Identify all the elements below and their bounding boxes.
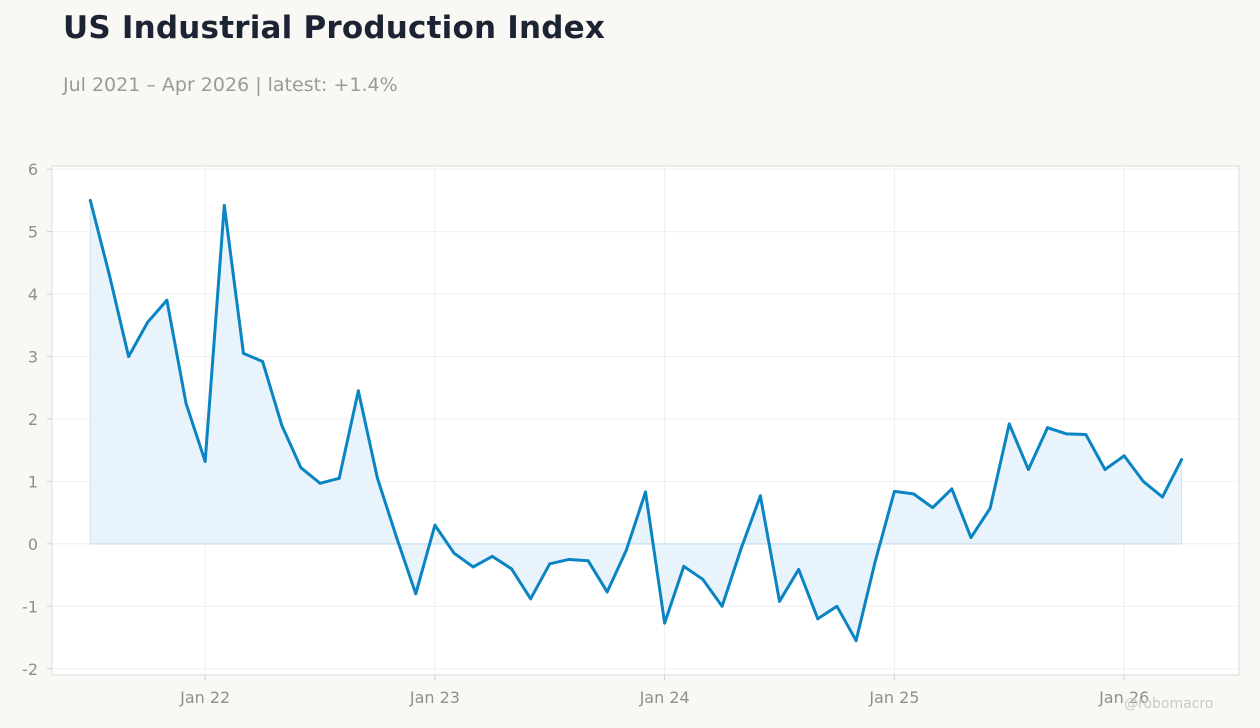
series-line [88,198,1184,643]
data-point [644,490,647,494]
data-point [222,203,226,207]
data-point [165,298,169,302]
data-point [586,559,590,563]
y-tick-label: 3 [28,347,38,366]
data-point [1007,422,1011,426]
x-tick-label: Jan 25 [868,688,919,707]
watermark: @robomacro [1124,696,1214,712]
data-point [1180,458,1183,461]
data-point [376,476,379,480]
data-point [854,639,858,643]
data-point [988,506,992,510]
data-point [1084,433,1088,436]
data-point [969,536,973,540]
chart-subtitle: Jul 2021 – Apr 2026 | latest: +1.4% [63,74,398,96]
data-point [529,597,533,601]
data-point [816,617,820,621]
data-point [567,558,571,561]
data-point [1161,495,1164,499]
data-point [318,481,322,485]
data-point [108,273,111,277]
data-point [758,494,762,498]
data-point [146,320,150,324]
data-point [414,592,418,596]
x-tick-label: Jan 26 [1098,688,1149,707]
data-point [280,423,284,427]
data-point [873,559,877,563]
data-point [931,506,935,510]
data-point [471,565,475,569]
x-axis: Jan 22 Jan 23 Jan 24 Jan 25 Jan 26 [179,675,1149,707]
data-point [663,621,667,625]
data-point [797,568,801,571]
data-point [835,604,839,608]
y-tick-label: 5 [28,223,38,242]
x-tick-label: Jan 22 [179,688,230,707]
data-point [892,489,896,493]
chart-title: US Industrial Production Index [63,10,606,46]
y-tick-label: 4 [28,285,38,304]
data-point [1065,432,1069,436]
data-point [184,401,188,405]
data-point [203,460,207,463]
data-point [778,599,781,603]
data-point [548,562,552,566]
data-point [682,564,686,568]
data-point [624,548,628,552]
data-point [356,389,360,393]
data-point [395,536,399,540]
data-point [739,546,743,550]
data-point [127,355,130,358]
y-tick-label: -2 [22,660,38,679]
x-tick-label: Jan 23 [409,688,460,707]
data-point [701,578,705,581]
data-point [88,198,92,202]
y-tick-label: 2 [28,410,38,429]
data-point [605,590,609,594]
grid-lines [52,166,1239,675]
data-point [1122,454,1126,458]
y-tick-label: 6 [28,160,38,179]
y-tick-label: -1 [22,597,38,616]
data-point [490,554,494,558]
data-point [1027,468,1030,471]
data-point [261,360,264,363]
data-point [950,487,954,491]
data-point [337,476,341,480]
series-group [88,198,1184,643]
data-point [299,466,303,470]
y-tick-label: 1 [28,472,38,491]
y-tick-label: 0 [28,535,38,554]
data-point [912,492,915,496]
x-tick-label: Jan 24 [639,688,690,707]
data-point [1046,426,1049,430]
data-point [1141,479,1145,483]
data-point [242,351,245,355]
y-axis: 6 5 4 3 2 1 0 -1 -2 [22,160,52,679]
data-point [1103,468,1107,471]
data-point [720,604,724,608]
data-point [452,551,456,555]
data-point [433,523,437,527]
data-point [510,567,513,571]
